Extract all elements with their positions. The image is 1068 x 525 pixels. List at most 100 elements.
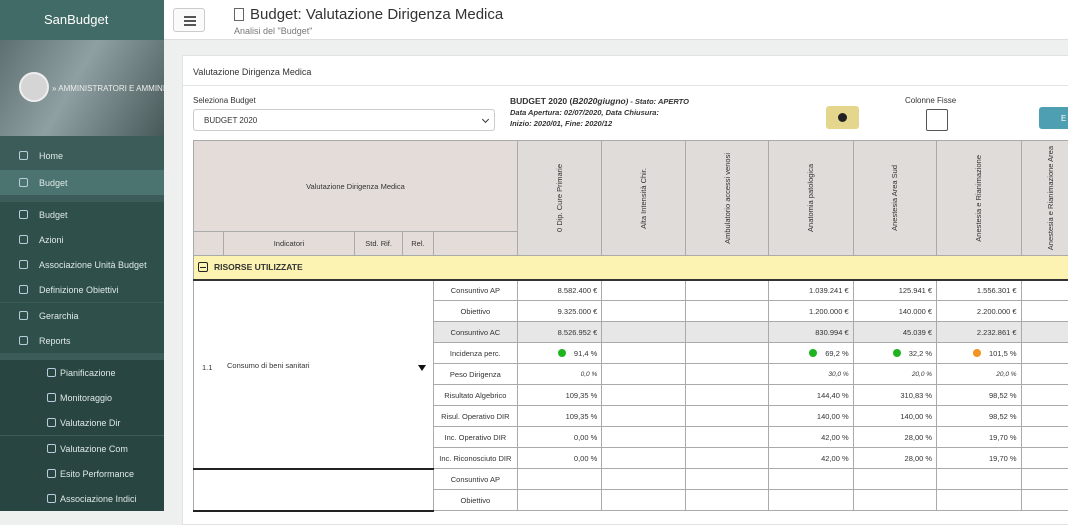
menu-icon (19, 285, 28, 294)
value-cell: 1.039.241 € (769, 280, 853, 301)
empty-cell (686, 364, 769, 385)
row-label: Peso Dirigenza (433, 364, 517, 385)
budget-dates: Data Apertura: 02/07/2020, Data Chiusura… (510, 108, 659, 117)
column-header[interactable]: 0 Dip. Cure Primarie (517, 141, 601, 256)
menu-icon (19, 235, 28, 244)
section-label: RISORSE UTILIZZATE (214, 262, 303, 272)
page-subtitle: Analisi del "Budget" (234, 26, 312, 36)
empty-cell (602, 469, 686, 490)
menu-icon (47, 494, 56, 503)
header-cell (194, 232, 224, 256)
empty-cell (686, 490, 769, 511)
empty-cell (686, 301, 769, 322)
menu-item[interactable]: Azioni (0, 227, 164, 252)
empty-cell (937, 469, 1021, 490)
value-cell: 101,5 % (937, 343, 1021, 364)
app: SanBudget » AMMINISTRATORI E AMMINIS Hom… (0, 0, 1068, 511)
menu-item[interactable]: Definizione Obiettivi (0, 277, 164, 302)
value-cell: 19,70 % (937, 427, 1021, 448)
menu-item[interactable]: Reports (0, 328, 164, 353)
menu-label: Budget (39, 178, 68, 188)
empty-cell (602, 427, 686, 448)
value-cell: 69,2 % (769, 343, 853, 364)
value-cell: 1.556.301 € (937, 280, 1021, 301)
column-header[interactable]: Anestesia e Rianimazione Area (1021, 141, 1068, 256)
row-label: Consuntivo AP (433, 280, 517, 301)
empty-cell (602, 364, 686, 385)
action-button[interactable] (826, 106, 859, 129)
menu-item[interactable]: Associazione Indici (0, 486, 164, 511)
value-cell: 125.941 € (853, 280, 936, 301)
empty-cell (686, 280, 769, 301)
brand-name: SanBudget (44, 12, 108, 27)
column-label: Anatomia patologica (806, 164, 815, 232)
fixed-columns-checkbox[interactable] (926, 109, 948, 131)
value-cell: 140,00 % (853, 406, 936, 427)
column-label: Alta Intensità Chir. (639, 168, 648, 229)
row-label: Risultato Algebrico (433, 385, 517, 406)
avatar (19, 72, 49, 102)
value-cell: 109,35 % (517, 385, 601, 406)
expand-arrow[interactable] (418, 365, 426, 371)
value-cell: 144,40 % (769, 385, 853, 406)
menu-item[interactable]: Pianificazione (0, 360, 164, 385)
panel: Valutazione Dirigenza Medica Seleziona B… (182, 55, 1068, 525)
menu-item[interactable]: Budget (0, 202, 164, 227)
group-cell (194, 469, 434, 511)
menu-item[interactable]: Associazione Unità Budget (0, 252, 164, 277)
column-header[interactable]: Anestesia e Rianimazione (937, 141, 1021, 256)
column-header[interactable]: Anatomia patologica (769, 141, 853, 256)
data-row: Consuntivo AP (194, 469, 1068, 490)
column-header[interactable]: Anestesia Area Sud (853, 141, 936, 256)
menu-item[interactable]: Budget (0, 170, 164, 195)
value: 32,2 % (909, 349, 932, 358)
empty-cell (686, 322, 769, 343)
separator (183, 85, 1068, 86)
empty-cell (853, 490, 936, 511)
menu-item[interactable]: Valutazione Com (0, 436, 164, 461)
value-cell: 830.994 € (769, 322, 853, 343)
menu-item[interactable]: Esito Performance (0, 461, 164, 486)
value-cell: 28,00 % (853, 448, 936, 469)
budget-code: B2020giugno (572, 96, 625, 106)
value-cell: 140,00 % (769, 406, 853, 427)
menu-item[interactable]: Monitoraggio (0, 385, 164, 410)
menu-label: Monitoraggio (60, 393, 112, 403)
value-cell: 9.325.000 € (517, 301, 601, 322)
menu-item[interactable]: Gerarchia (0, 303, 164, 328)
value-cell: 20,0 % (853, 364, 936, 385)
value-cell: 109,35 % (517, 406, 601, 427)
empty-cell (517, 490, 601, 511)
export-button[interactable]: E (1039, 107, 1068, 129)
column-header[interactable]: Alta Intensità Chir. (602, 141, 686, 256)
row-label: Risul. Operativo DIR (433, 406, 517, 427)
section-row: RISORSE UTILIZZATE (194, 256, 1068, 280)
value-cell: 42,00 % (769, 448, 853, 469)
status-dot (558, 349, 566, 357)
empty-cell (1021, 448, 1068, 469)
menu-icon (47, 469, 56, 478)
menu-toggle[interactable] (173, 8, 205, 32)
menu-icon (19, 178, 28, 187)
status-dot (893, 349, 901, 357)
row-label: Inc. Riconosciuto DIR (433, 448, 517, 469)
brand[interactable]: SanBudget (0, 0, 164, 40)
menu-item[interactable]: Home (0, 143, 164, 168)
menu-item[interactable]: Valutazione Dir (0, 410, 164, 435)
section-cell: RISORSE UTILIZZATE (194, 256, 1068, 280)
value-cell: 20,0 % (937, 364, 1021, 385)
page-title: Budget: Valutazione Dirigenza Medica (250, 6, 503, 23)
value-cell: 32,2 % (853, 343, 936, 364)
fixed-columns-label: Colonne Fisse (905, 96, 956, 105)
empty-cell (853, 469, 936, 490)
empty-cell (1021, 301, 1068, 322)
column-header[interactable]: Ambulatorio accessi venosi (686, 141, 769, 256)
collapse-icon[interactable] (198, 262, 208, 272)
empty-cell (517, 469, 601, 490)
budget-select[interactable]: BUDGET 2020 (193, 109, 495, 131)
user-role: » AMMINISTRATORI E AMMINIS (52, 84, 164, 93)
empty-cell (1021, 343, 1068, 364)
panel-title: Valutazione Dirigenza Medica (193, 67, 311, 77)
